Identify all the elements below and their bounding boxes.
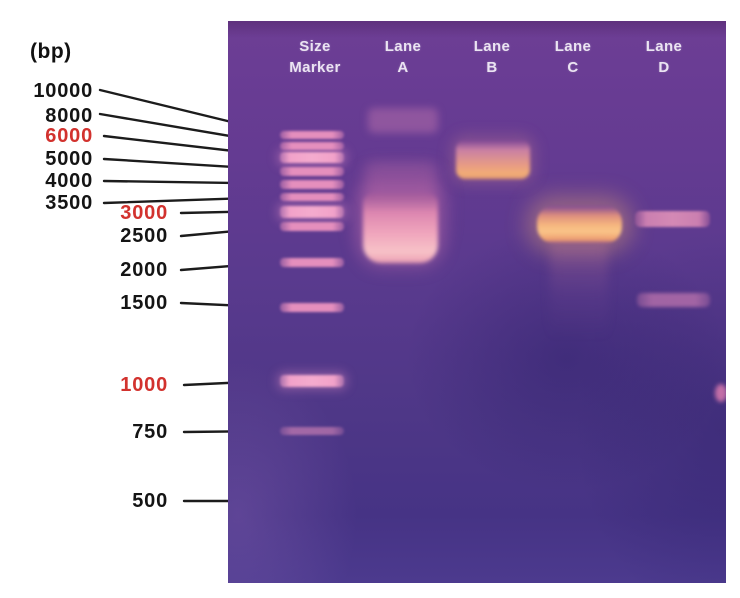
ladder-band-6000 xyxy=(280,152,344,163)
lane-header-b: Lane B xyxy=(450,36,534,78)
lane-a-band xyxy=(363,193,438,263)
lane-header-line: Size xyxy=(299,38,331,55)
lane-header-d: Lane D xyxy=(622,36,706,78)
unit-label: (bp) xyxy=(30,40,72,63)
size-marker-label: 1500 xyxy=(120,292,168,314)
ladder-band-4000 xyxy=(280,180,344,189)
lane-b-band xyxy=(456,140,530,179)
ladder-band-2000 xyxy=(280,258,344,267)
lane-header-line: D xyxy=(658,59,670,76)
lane-c-trailing-streak xyxy=(550,243,608,338)
lane-header-line: B xyxy=(486,59,498,76)
lane-d-band-lower xyxy=(637,293,710,307)
ladder-band-5000 xyxy=(280,167,344,176)
ladder-band-10000 xyxy=(280,131,344,139)
lane-c-band xyxy=(537,206,622,243)
size-marker-label: 6000 xyxy=(45,125,93,147)
lane-header-line: Lane xyxy=(473,38,511,55)
ladder-band-1500 xyxy=(280,303,344,312)
size-marker-label: 4000 xyxy=(45,170,93,192)
lane-header-a: Lane A xyxy=(361,36,445,78)
lane-header-c: Lane C xyxy=(531,36,615,78)
size-marker-label: 750 xyxy=(132,421,168,443)
lane-header-line: Lane xyxy=(645,38,683,55)
ladder-band-3500 xyxy=(280,193,344,201)
ladder-band-8000 xyxy=(280,142,344,150)
lane-a-well-smear xyxy=(368,108,438,133)
size-marker-label: 3500 xyxy=(45,192,93,214)
size-marker-label: 2000 xyxy=(120,259,168,281)
lane-header-line: C xyxy=(567,59,579,76)
gel-edge-artifact xyxy=(715,384,726,402)
lane-header-line: A xyxy=(397,59,409,76)
size-marker-label: 2500 xyxy=(120,225,168,247)
lane-header-line: Marker xyxy=(289,59,341,76)
ladder-band-3000 xyxy=(280,206,344,218)
size-marker-label: 1000 xyxy=(120,374,168,396)
gel-image: Size Marker Lane A Lane B Lane C Lane D xyxy=(228,21,726,583)
lane-header-line: Lane xyxy=(384,38,422,55)
ladder-band-1000 xyxy=(280,375,344,387)
lane-d-band-upper xyxy=(635,211,710,227)
size-marker-label: 5000 xyxy=(45,148,93,170)
lane-header-size-marker: Size Marker xyxy=(273,36,357,78)
size-marker-label: 500 xyxy=(132,490,168,512)
ladder-band-750 xyxy=(280,427,344,435)
ladder-band-2500 xyxy=(280,222,344,231)
size-marker-label: 3000 xyxy=(120,202,168,224)
size-marker-label: 10000 xyxy=(33,80,93,102)
size-marker-label: 8000 xyxy=(45,105,93,127)
lane-header-line: Lane xyxy=(554,38,592,55)
